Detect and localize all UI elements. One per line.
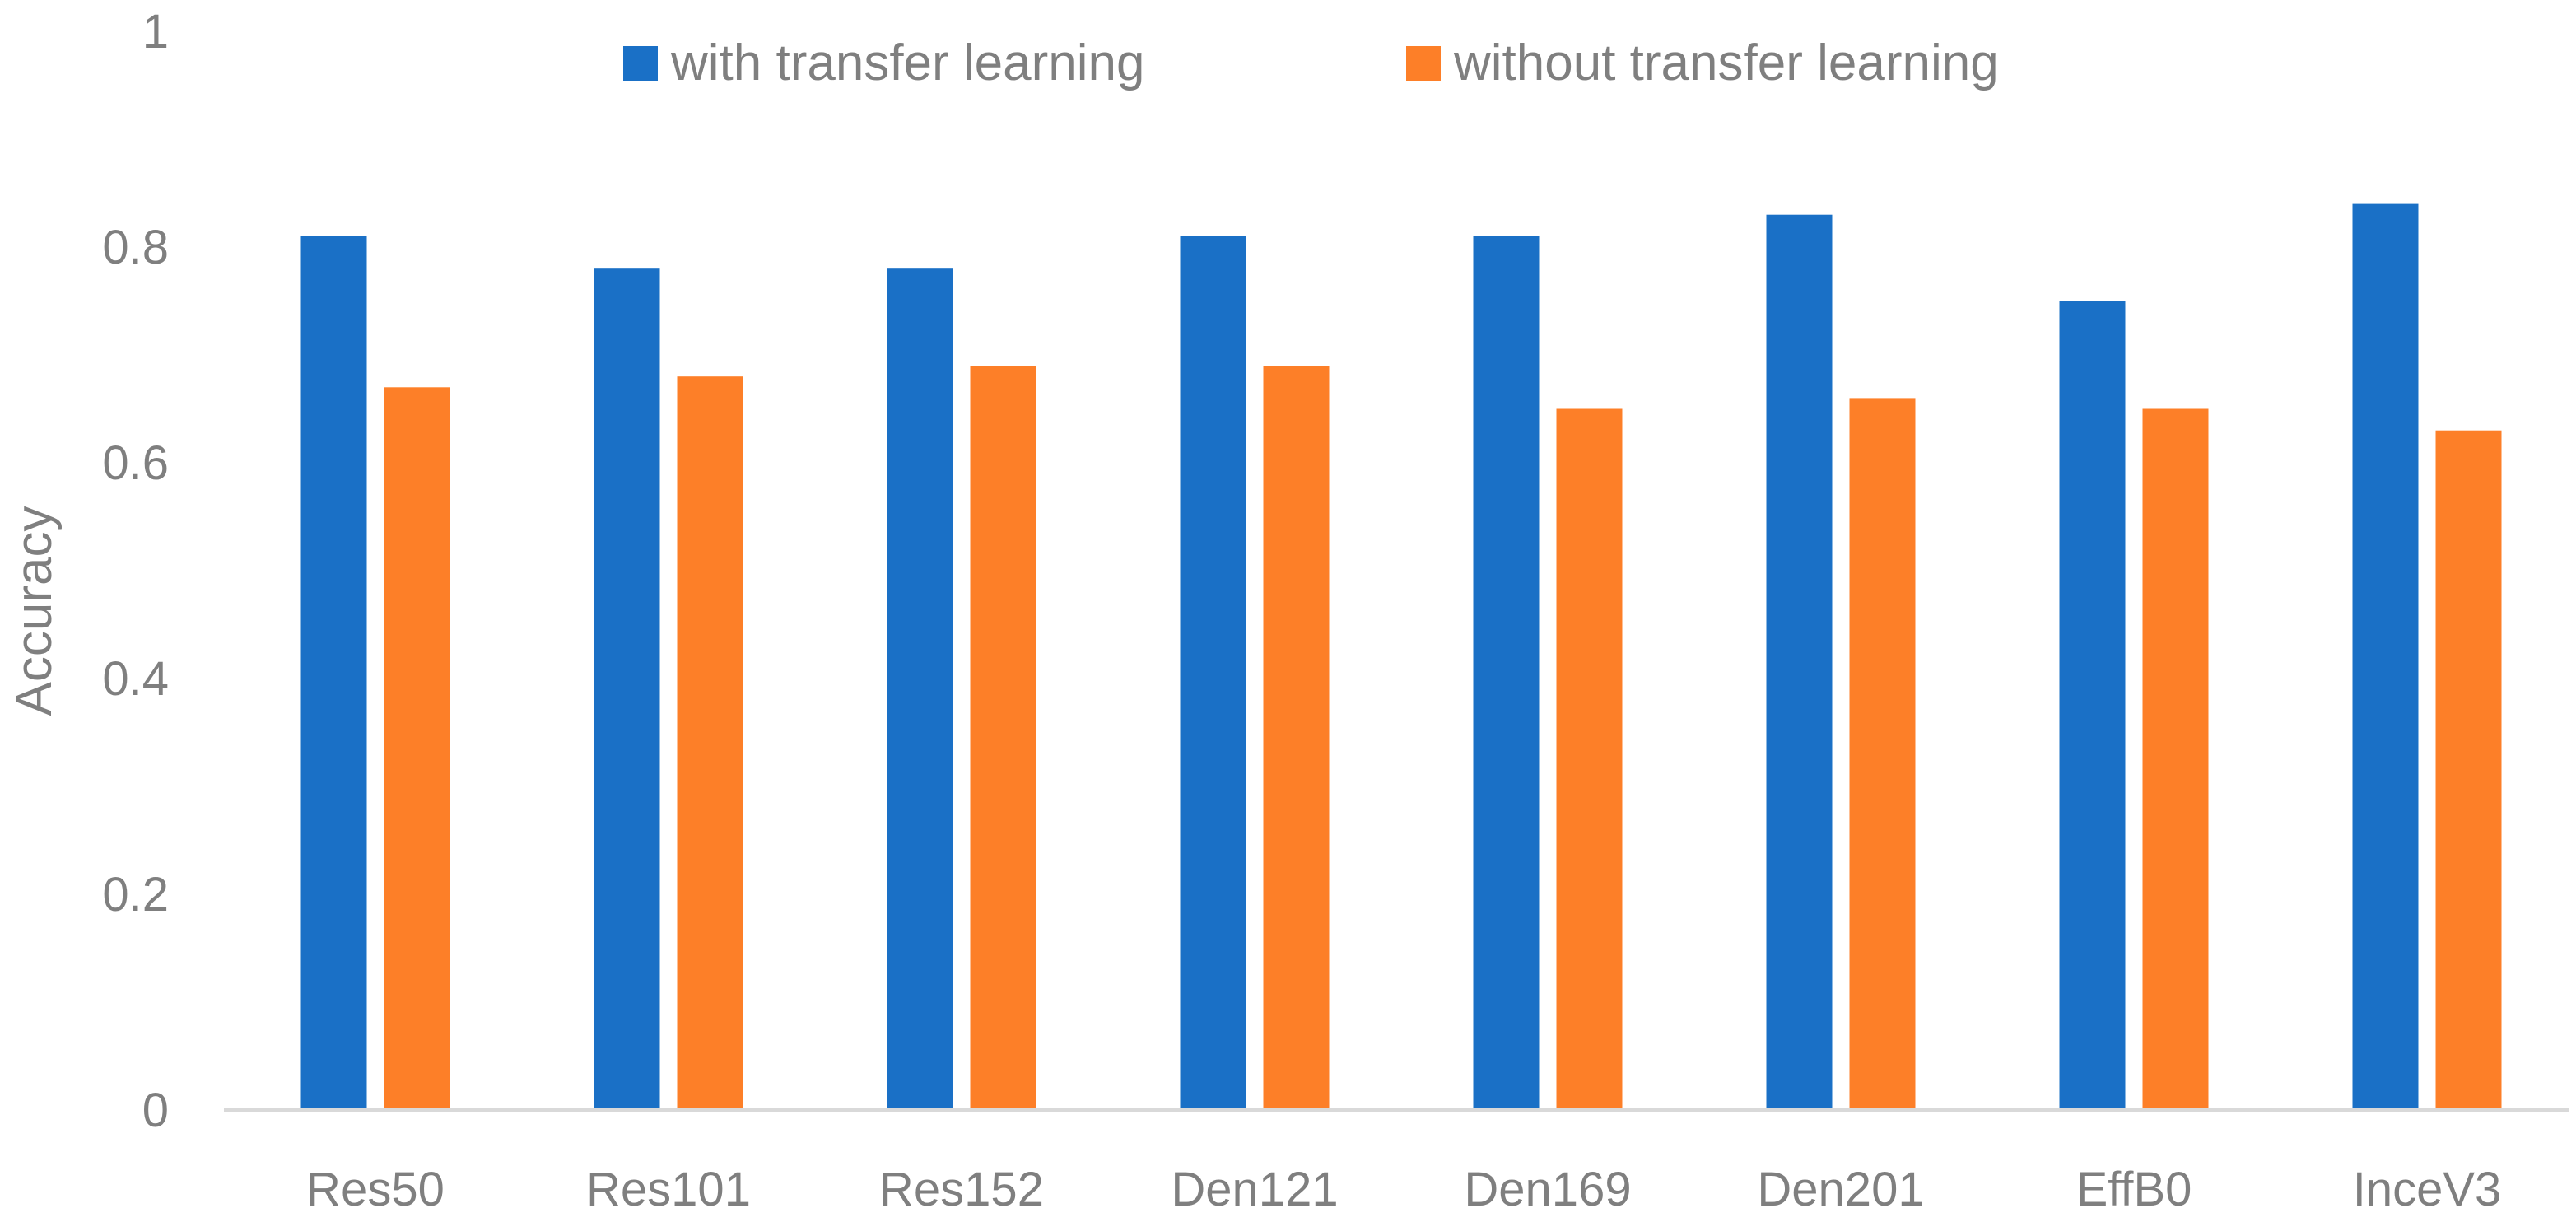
legend-label: without transfer learning — [1453, 35, 1999, 91]
legend-swatch — [1406, 46, 1441, 81]
bar-without-transfer-learning — [1263, 366, 1330, 1111]
legend: with transfer learning without transfer l… — [623, 35, 1999, 91]
y-tick-label: 0 — [142, 1084, 169, 1137]
bar-with-transfer-learning — [1473, 236, 1540, 1110]
x-category-label: Den201 — [1757, 1163, 1924, 1216]
bar-without-transfer-learning — [2435, 430, 2502, 1110]
bar-without-transfer-learning — [2142, 408, 2209, 1110]
x-axis-category-labels: Res50 Res101 Res152 Den121 Den169 Den201 EffB0… — [306, 1163, 2501, 1216]
x-category-label: InceV3 — [2353, 1163, 2502, 1216]
y-tick-label: 1 — [142, 5, 169, 58]
x-category-label: EffB0 — [2076, 1163, 2192, 1216]
y-tick-label: 0.4 — [102, 652, 169, 706]
bar-without-transfer-learning — [677, 376, 743, 1110]
legend-swatch — [623, 46, 658, 81]
y-axis-ticks: 0 0.2 0.4 0.6 0.8 1 — [102, 5, 169, 1137]
bar-with-transfer-learning — [887, 268, 953, 1110]
bars-group — [300, 203, 2502, 1111]
y-tick-label: 0.2 — [102, 868, 169, 921]
bar-with-transfer-learning — [300, 236, 367, 1110]
bar-without-transfer-learning — [1556, 408, 1623, 1110]
x-category-label: Den121 — [1171, 1163, 1338, 1216]
y-tick-label: 0.6 — [102, 436, 169, 490]
bar-without-transfer-learning — [1849, 398, 1916, 1110]
bar-without-transfer-learning — [384, 387, 450, 1110]
bar-with-transfer-learning — [594, 268, 660, 1110]
bar-with-transfer-learning — [1766, 214, 1833, 1111]
x-category-label: Res101 — [586, 1163, 751, 1216]
bar-with-transfer-learning — [2352, 203, 2419, 1111]
bar-with-transfer-learning — [2059, 301, 2126, 1110]
legend-label: with transfer learning — [670, 35, 1145, 91]
y-axis-title: Accuracy — [6, 506, 63, 716]
x-category-label: Res50 — [306, 1163, 445, 1216]
bar-with-transfer-learning — [1180, 236, 1246, 1110]
x-category-label: Den169 — [1464, 1163, 1631, 1216]
y-tick-label: 0.8 — [102, 221, 169, 274]
x-category-label: Res152 — [879, 1163, 1044, 1216]
bar-without-transfer-learning — [970, 366, 1036, 1111]
